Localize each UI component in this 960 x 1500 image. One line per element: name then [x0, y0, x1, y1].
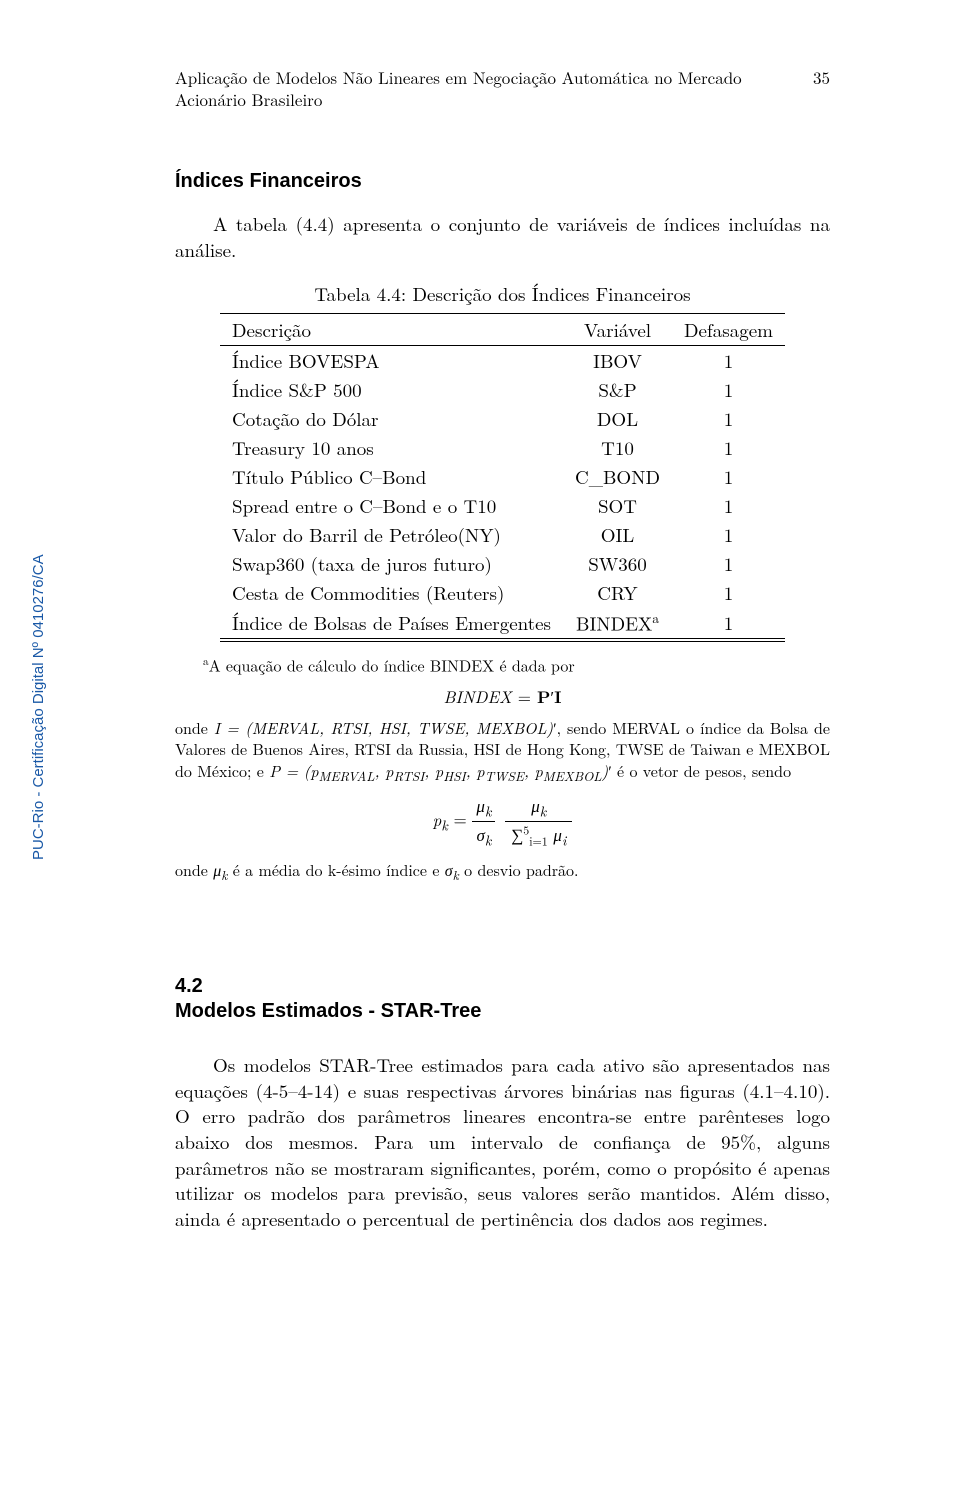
fn-end: é o vetor de pesos, sendo [612, 759, 791, 782]
table-row: Índice de Bolsas de Países EmergentesBIN… [220, 607, 785, 638]
cell-desc: Título Público C–Bond [220, 462, 563, 491]
cell-var: C_BOND [563, 462, 672, 491]
cell-var: SW360 [563, 549, 672, 578]
cell-desc: Índice BOVESPA [220, 346, 563, 376]
footnote-body-2: onde μk é a média do k-ésimo índice e σk… [175, 859, 830, 884]
footnote-body-1: onde I = (MERVAL, RTSI, HSI, TWSE, MEXBO… [175, 717, 830, 785]
puc-rio-watermark: PUC-Rio - Certificação Digital Nº 041027… [30, 554, 47, 860]
cell-def: 1 [672, 491, 785, 520]
col-header-var: Variável [563, 314, 672, 346]
cell-var: S&P [563, 375, 672, 404]
table-row: Valor do Barril de Petróleo(NY)OIL1 [220, 520, 785, 549]
section-4-2-heading: 4.2 Modelos Estimados - STAR-Tree [175, 974, 830, 1024]
cell-def: 1 [672, 462, 785, 491]
cell-def: 1 [672, 346, 785, 376]
col-header-def: Defasagem [672, 314, 785, 346]
cell-def: 1 [672, 520, 785, 549]
cell-desc: Valor do Barril de Petróleo(NY) [220, 520, 563, 549]
cell-var: OIL [563, 520, 672, 549]
cell-desc: Swap360 (taxa de juros futuro) [220, 549, 563, 578]
table-row: Treasury 10 anosT101 [220, 433, 785, 462]
table-row: Cotação do DólarDOL1 [220, 404, 785, 433]
intro-text: A tabela (4.4) apresenta o conjunto de v… [175, 210, 830, 263]
cell-var: DOL [563, 404, 672, 433]
table-row: Swap360 (taxa de juros futuro)SW3601 [220, 549, 785, 578]
page-number: 35 [800, 66, 830, 110]
cell-def: 1 [672, 578, 785, 607]
cell-def: 1 [672, 549, 785, 578]
col-header-desc: Descrição [220, 314, 563, 346]
table-row: Título Público C–BondC_BOND1 [220, 462, 785, 491]
table-row: Cesta de Commodities (Reuters)CRY1 [220, 578, 785, 607]
footnote-a: aA equação de cálculo do índice BINDEX é… [175, 654, 830, 676]
running-head: Aplicação de Modelos Não Lineares em Neg… [175, 66, 830, 110]
section-4-2-text: Os modelos STAR-Tree estimados para cada… [175, 1051, 830, 1232]
cell-def: 1 [672, 375, 785, 404]
table-4-4: Tabela 4.4: Descrição dos Índices Financ… [220, 280, 785, 643]
cell-def: 1 [672, 607, 785, 638]
cell-def: 1 [672, 404, 785, 433]
running-title: Aplicação de Modelos Não Lineares em Neg… [175, 66, 800, 110]
cell-var: T10 [563, 433, 672, 462]
cell-desc: Índice S&P 500 [220, 375, 563, 404]
cell-desc: Spread entre o C–Bond e o T10 [220, 491, 563, 520]
cell-def: 1 [672, 433, 785, 462]
equation-pk: pk = μk σk μk ∑5i=1 μi [175, 793, 830, 851]
cell-desc: Cotação do Dólar [220, 404, 563, 433]
cell-var: IBOV [563, 346, 672, 376]
equation-bindex: BINDEX = P′I [175, 684, 830, 709]
cell-desc: Treasury 10 anos [220, 433, 563, 462]
table-row: Índice BOVESPAIBOV1 [220, 346, 785, 376]
intro-paragraph: A tabela (4.4) apresenta o conjunto de v… [175, 211, 830, 262]
cell-var: SOT [563, 491, 672, 520]
fn-pre: onde [175, 716, 214, 739]
cell-desc: Índice de Bolsas de Países Emergentes [220, 607, 563, 638]
table-caption: Tabela 4.4: Descrição dos Índices Financ… [220, 280, 785, 313]
section-heading-financial-indices: Índices Financeiros [175, 170, 830, 193]
table-row: Índice S&P 500S&P1 [220, 375, 785, 404]
section-title: Modelos Estimados - STAR-Tree [175, 999, 830, 1024]
section-4-2-paragraph: Os modelos STAR-Tree estimados para cada… [175, 1052, 830, 1231]
section-number: 4.2 [175, 974, 830, 999]
cell-desc: Cesta de Commodities (Reuters) [220, 578, 563, 607]
cell-var: BINDEXa [563, 607, 672, 638]
table-row: Spread entre o C–Bond e o T10SOT1 [220, 491, 785, 520]
cell-var: CRY [563, 578, 672, 607]
footnote-lead: A equação de cálculo do índice BINDEX é … [209, 653, 575, 676]
